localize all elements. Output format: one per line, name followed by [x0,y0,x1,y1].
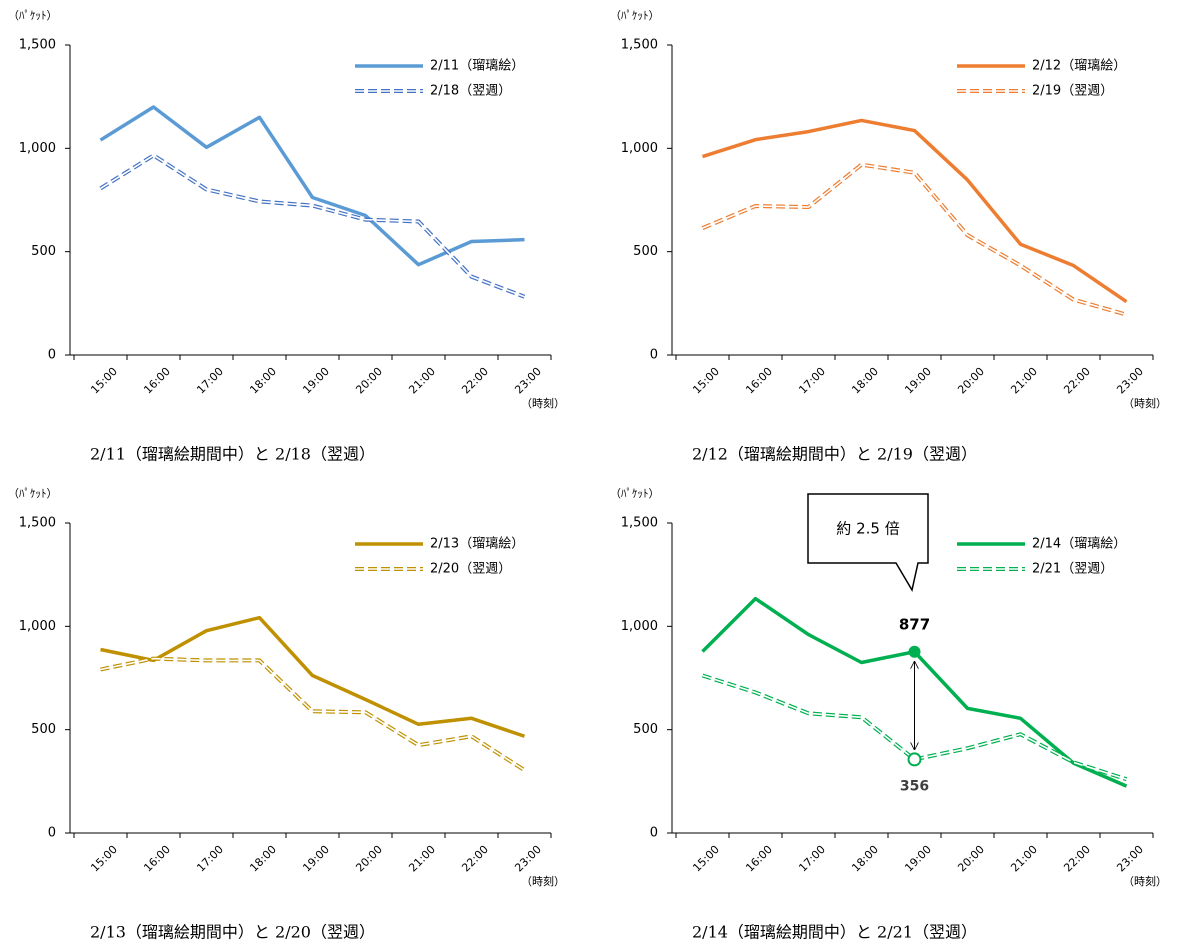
y-unit: （ﾊﾟｹｯﾄ） [610,487,660,500]
y-tick-label: 1,500 [621,516,658,531]
series-line [701,118,1128,304]
x-tick-label: 22:00 [459,365,491,397]
y-tick-label: 0 [650,826,658,841]
x-tick-label: 19:00 [902,365,934,397]
y-unit: （ﾊﾟｹｯﾄ） [8,487,58,500]
x-tick-label: 16:00 [743,843,775,875]
x-tick-label: 22:00 [459,843,491,875]
chart: （ﾊﾟｹｯﾄ） 0 500 1,000 1,500 15:00 16:00 17:00 18:0… [8,9,565,464]
chart: （ﾊﾟｹｯﾄ） 0 500 1,000 1,500 15:00 16:00 17:00 18:0… [610,9,1167,464]
x-tick-label: 18:00 [849,365,881,397]
x-tick-label: 23:00 [1114,843,1146,875]
x-unit: （時刻） [521,874,565,888]
x-tick-label: 15:00 [88,843,120,875]
x-tick-label: 19:00 [300,365,332,397]
x-tick-label: 22:00 [1061,843,1093,875]
x-tick-label: 20:00 [955,365,987,397]
series-line [99,152,526,299]
y-tick-label: 1,000 [19,141,56,156]
series-line-inner [702,674,1127,781]
legend-label: 2/13（瑠璃絵） [430,537,524,552]
y-tick-label: 1,000 [621,619,658,634]
y-tick-label: 500 [633,244,658,259]
legend-label: 2/18（翌週） [430,84,511,99]
legend-label: 2/20（翌週） [430,562,511,577]
x-tick-label: 17:00 [194,843,226,875]
callout-box [807,493,929,593]
caption: 2/12（瑠璃絵期間中）と 2/19（翌週） [692,445,977,464]
x-tick-label: 21:00 [1008,843,1040,875]
x-tick-label: 20:00 [955,843,987,875]
y-tick-label: 0 [48,348,56,363]
value-label: 877 [899,615,930,633]
legend-label: 2/12（瑠璃絵） [1032,59,1126,74]
y-tick-label: 1,500 [19,38,56,53]
series-line-inner [100,154,525,298]
y-unit: （ﾊﾟｹｯﾄ） [8,9,58,22]
x-tick-label: 17:00 [796,843,828,875]
y-unit: （ﾊﾟｹｯﾄ） [610,9,660,22]
y-tick-label: 0 [650,348,658,363]
y-tick-label: 1,000 [621,141,658,156]
x-tick-label: 21:00 [406,843,438,875]
legend-label: 2/14（瑠璃絵） [1032,537,1126,552]
x-tick-label: 18:00 [247,843,279,875]
x-unit: （時刻） [1123,396,1167,410]
x-tick-label: 17:00 [796,365,828,397]
caption: 2/14（瑠璃絵期間中）と 2/21（翌週） [692,923,977,942]
y-tick-label: 500 [31,244,56,259]
y-tick-label: 1,500 [621,38,658,53]
x-tick-label: 16:00 [743,365,775,397]
x-tick-label: 23:00 [512,365,544,397]
x-tick-label: 21:00 [1008,365,1040,397]
highlight-point [908,645,921,658]
y-tick-label: 500 [31,722,56,737]
x-tick-label: 19:00 [902,843,934,875]
x-tick-label: 20:00 [353,843,385,875]
value-label: 356 [900,778,929,794]
x-tick-label: 15:00 [88,365,120,397]
x-tick-label: 16:00 [141,843,173,875]
x-tick-label: 18:00 [247,365,279,397]
y-tick-label: 500 [633,722,658,737]
x-unit: （時刻） [1123,874,1167,888]
x-tick-label: 21:00 [406,365,438,397]
x-tick-label: 18:00 [849,843,881,875]
x-tick-label: 22:00 [1061,365,1093,397]
series-line-inner [702,163,1127,316]
x-tick-label: 19:00 [300,843,332,875]
series-line [99,105,525,267]
chart: （ﾊﾟｹｯﾄ） 0 500 1,000 1,500 15:00 16:00 17:00 18:0… [610,487,1167,942]
highlight-point [907,752,922,767]
legend-label: 2/19（翌週） [1032,84,1113,99]
y-tick-label: 1,000 [19,619,56,634]
series-line [100,615,526,738]
y-tick-label: 1,500 [19,516,56,531]
y-tick-label: 0 [48,826,56,841]
caption: 2/13（瑠璃絵期間中）と 2/20（翌週） [90,923,375,942]
series-line-inner [100,657,525,771]
x-tick-label: 17:00 [194,365,226,397]
x-tick-label: 15:00 [690,365,722,397]
caption: 2/11（瑠璃絵期間中）と 2/18（翌週） [90,445,375,464]
callout-text: 約 2.5 倍 [836,520,899,538]
x-tick-label: 15:00 [690,843,722,875]
x-tick-label: 23:00 [512,843,544,875]
legend-label: 2/11（瑠璃絵） [430,59,524,74]
x-tick-label: 20:00 [353,365,385,397]
legend-label: 2/21（翌週） [1032,562,1113,577]
x-tick-label: 16:00 [141,365,173,397]
x-tick-label: 23:00 [1114,365,1146,397]
chart: （ﾊﾟｹｯﾄ） 0 500 1,000 1,500 15:00 16:00 17:00 18:0… [8,487,565,942]
x-unit: （時刻） [521,396,565,410]
